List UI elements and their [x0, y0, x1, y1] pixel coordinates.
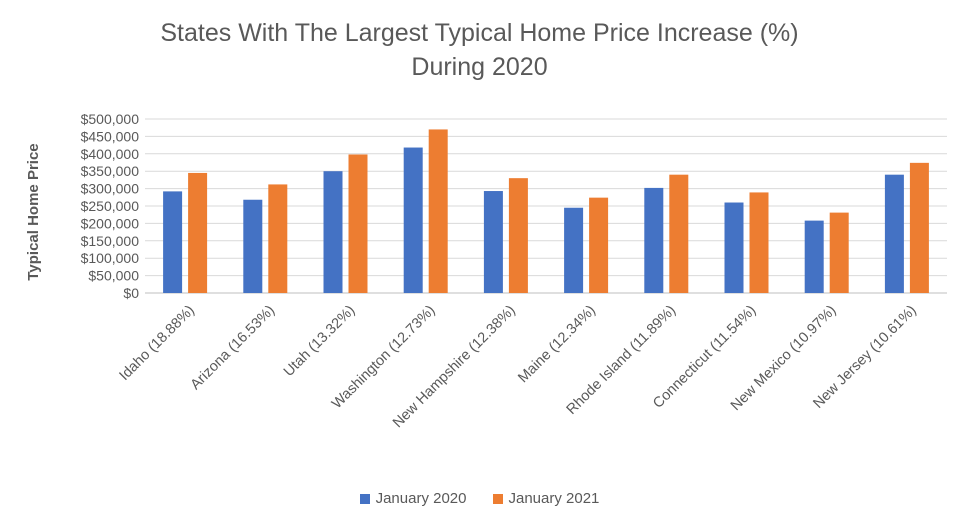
y-tick-label: $50,000: [88, 268, 139, 284]
x-axis-categories: Idaho (18.88%)Arizona (16.53%) Utah (13.3…: [117, 303, 920, 432]
y-tick-label: $150,000: [81, 233, 140, 249]
bar-january-2021-idaho-18-88: [188, 172, 208, 293]
y-axis-ticks: $0$50,000 $100,000$150,000 $200,000$250,00…: [81, 111, 140, 301]
y-tick-label: $250,000: [81, 198, 140, 214]
bar-january-2021-washington-12-73: [428, 129, 448, 293]
legend: January 2020 January 2021: [0, 490, 959, 507]
bar-january-2020-utah-13-32: [323, 171, 343, 293]
bar-january-2020-connecticut-11-54: [724, 202, 744, 293]
bar-january-2020-washington-12-73: [403, 147, 423, 293]
chart-title-line-1: States With The Largest Typical Home Pri…: [160, 19, 799, 47]
legend-label-january-2021: January 2021: [508, 490, 600, 507]
legend-item-january-2021: January 2021: [492, 490, 600, 507]
bar-january-2020-new-jersey-10-61: [884, 174, 904, 293]
y-axis-title: Typical Home Price: [25, 143, 42, 280]
y-tick-label: $200,000: [81, 215, 140, 231]
bars: [163, 129, 929, 293]
x-tick-label: Maine (12.34%): [515, 303, 599, 387]
bar-january-2021-new-mexico-10-97: [829, 212, 849, 293]
legend-label-january-2020: January 2020: [375, 490, 467, 507]
y-tick-label: $450,000: [81, 128, 140, 144]
y-tick-label: $100,000: [81, 250, 140, 266]
bar-january-2020-arizona-16-53: [243, 199, 263, 293]
bar-january-2020-idaho-18-88: [163, 191, 183, 293]
x-tick-label: Arizona (16.53%): [188, 303, 279, 394]
bar-january-2021-new-jersey-10-61: [909, 162, 929, 293]
x-tick-label: Utah (13.32%): [281, 303, 358, 380]
y-tick-label: $300,000: [81, 181, 140, 197]
bar-january-2020-maine-12-34: [564, 207, 584, 293]
y-tick-label: $400,000: [81, 146, 140, 162]
bar-january-2021-new-hampshire-12-38: [508, 178, 528, 293]
legend-item-january-2020: January 2020: [359, 490, 467, 507]
y-tick-label: $350,000: [81, 163, 140, 179]
legend-swatch-january-2021: [492, 493, 503, 504]
y-tick-label: $0: [123, 285, 139, 301]
bar-january-2021-utah-13-32: [348, 154, 368, 293]
bar-january-2020-new-hampshire-12-38: [483, 191, 503, 293]
chart-title-line-2: During 2020: [411, 53, 548, 81]
gridlines: [145, 118, 947, 294]
bar-january-2021-rhode-island-11-89: [669, 174, 689, 293]
x-tick-label: Idaho (18.88%): [117, 303, 198, 384]
bar-january-2020-new-mexico-10-97: [804, 220, 824, 293]
bar-january-2021-connecticut-11-54: [749, 192, 769, 293]
bar-january-2021-maine-12-34: [589, 197, 609, 293]
bar-january-2021-arizona-16-53: [268, 184, 288, 293]
legend-swatch-january-2020: [359, 493, 370, 504]
bar-chart: $0$50,000 $100,000$150,000 $200,000$250,00…: [25, 111, 947, 432]
y-tick-label: $500,000: [81, 111, 140, 127]
chart-title: States With The Largest Typical Home Pri…: [0, 16, 959, 84]
bar-january-2020-rhode-island-11-89: [644, 187, 664, 293]
